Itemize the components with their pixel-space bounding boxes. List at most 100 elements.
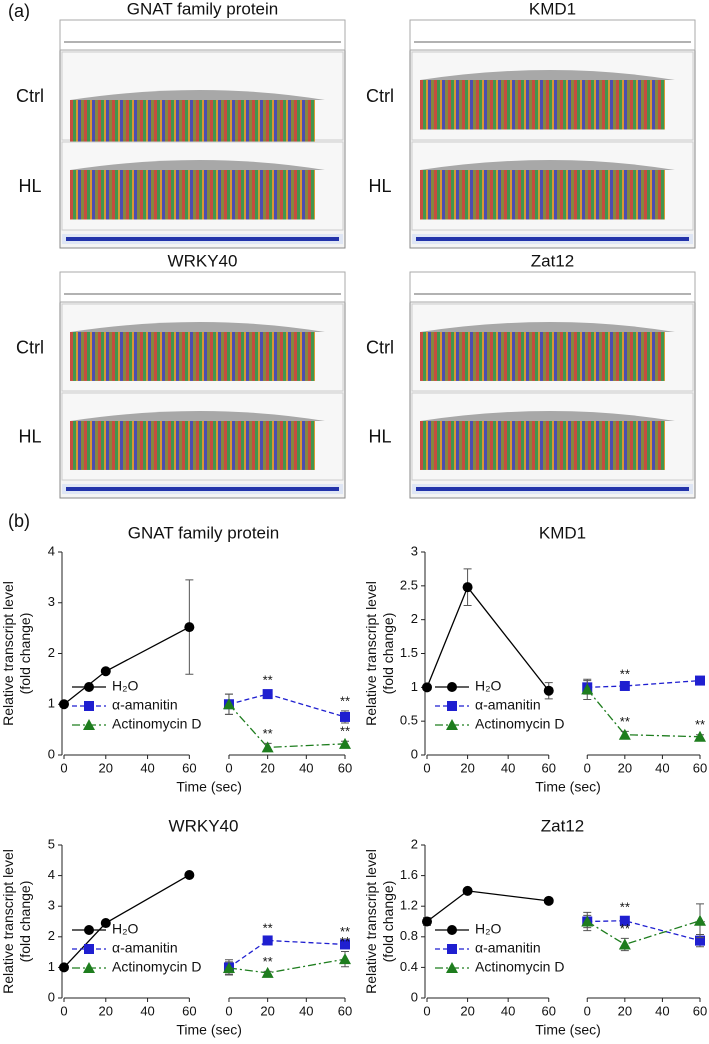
x-tick-label: 60 [693, 760, 707, 775]
reads [420, 80, 665, 130]
marker [619, 680, 630, 691]
x-tick-label: 20 [260, 760, 274, 775]
y-tick-label: 0.4 [400, 959, 418, 974]
y-axis-label: Relative transcript level (fold change) [363, 849, 396, 994]
legend-label: Actinomycin D [112, 716, 201, 732]
x-tick-label: 0 [423, 1003, 430, 1018]
marker [83, 719, 95, 730]
marker [84, 682, 94, 692]
x-tick-label: 60 [182, 1003, 196, 1018]
significance: ** [620, 899, 630, 914]
x-tick-label: 0 [60, 1003, 67, 1018]
marker [100, 666, 111, 677]
coverage [70, 411, 325, 421]
x-tick-label: 40 [501, 760, 515, 775]
browser-title: GNAT family protein [127, 0, 278, 18]
marker [581, 683, 594, 695]
marker [84, 925, 94, 935]
marker [222, 962, 235, 974]
marker [447, 944, 457, 954]
row-label: Ctrl [16, 86, 44, 106]
marker [462, 582, 473, 593]
y-tick-label: 5 [48, 836, 55, 851]
marker [184, 622, 195, 633]
marker [581, 915, 594, 927]
y-axis-label-line: (fold change) [17, 613, 33, 695]
significance: ** [340, 724, 350, 739]
series-line [587, 679, 701, 688]
y-tick-label: 0 [411, 746, 418, 761]
x-tick-label: 40 [140, 1003, 154, 1018]
x-tick-label: 0 [225, 760, 232, 775]
marker [619, 915, 630, 926]
y-tick-label: 2 [48, 645, 55, 660]
y-tick-label: 1.2 [400, 898, 418, 913]
reads [70, 100, 315, 150]
marker [695, 675, 705, 686]
series-line [586, 920, 701, 946]
y-axis-label: Relative transcript level (fold change) [363, 581, 396, 726]
y-tick-label: 3 [48, 898, 55, 913]
significance: ** [263, 726, 273, 741]
marker [543, 895, 554, 906]
y-tick-label: 3 [411, 543, 418, 558]
series-line [228, 958, 346, 974]
series-line [586, 688, 701, 738]
marker [84, 944, 94, 954]
reads [420, 332, 665, 381]
y-tick-label: 0.8 [400, 928, 418, 943]
y-axis-label: Relative transcript level (fold change) [0, 849, 33, 994]
marker [447, 925, 457, 935]
significance: ** [340, 693, 350, 708]
legend-label: H₂O [112, 678, 139, 694]
x-tick-label: 20 [460, 760, 474, 775]
x-tick-label: 60 [542, 1003, 556, 1018]
coverage [420, 160, 675, 170]
y-tick-label: 2 [411, 836, 418, 851]
y-axis-label-line: (fold change) [380, 613, 396, 695]
marker [262, 935, 273, 946]
series-line [228, 693, 346, 718]
x-tick-label: 40 [140, 760, 154, 775]
row-label: Ctrl [366, 86, 394, 106]
marker [340, 711, 350, 722]
x-tick-label: 40 [299, 760, 313, 775]
panel-label: (b) [8, 511, 30, 531]
x-tick-label: 40 [655, 760, 669, 775]
marker [59, 699, 69, 710]
y-tick-label: 1 [48, 696, 55, 711]
x-tick-label: 40 [299, 1003, 313, 1018]
marker [543, 685, 554, 696]
y-axis-label-line: Relative transcript level [363, 581, 379, 726]
marker [340, 939, 350, 950]
y-tick-label: 0 [48, 989, 55, 1004]
y-axis-label-line: Relative transcript level [0, 849, 16, 994]
series-line [228, 703, 346, 749]
row-label: Ctrl [366, 337, 394, 357]
significance: ** [695, 717, 705, 732]
marker [447, 682, 457, 692]
coverage [70, 90, 325, 100]
y-tick-label: 1 [411, 679, 418, 694]
marker [222, 698, 235, 710]
series-line [426, 890, 549, 923]
browser-ruler [409, 19, 696, 51]
x-tick-label: 40 [655, 1003, 669, 1018]
marker [59, 962, 69, 973]
reads [70, 332, 315, 381]
coverage [420, 322, 675, 332]
y-tick-label: 0 [411, 989, 418, 1004]
significance: ** [340, 924, 350, 939]
x-axis-label: Time (sec) [176, 779, 242, 795]
significance: ** [620, 921, 630, 936]
chart-title: GNAT family protein [128, 523, 279, 542]
x-axis-label: Time (sec) [535, 779, 601, 795]
y-tick-label: 4 [48, 867, 55, 882]
marker [694, 730, 706, 742]
significance: ** [620, 714, 630, 729]
legend-label: Actinomycin D [475, 716, 564, 732]
x-tick-label: 0 [60, 760, 67, 775]
y-tick-label: 3 [48, 594, 55, 609]
legend-label: Actinomycin D [475, 959, 564, 975]
y-tick-label: 1.6 [400, 867, 418, 882]
